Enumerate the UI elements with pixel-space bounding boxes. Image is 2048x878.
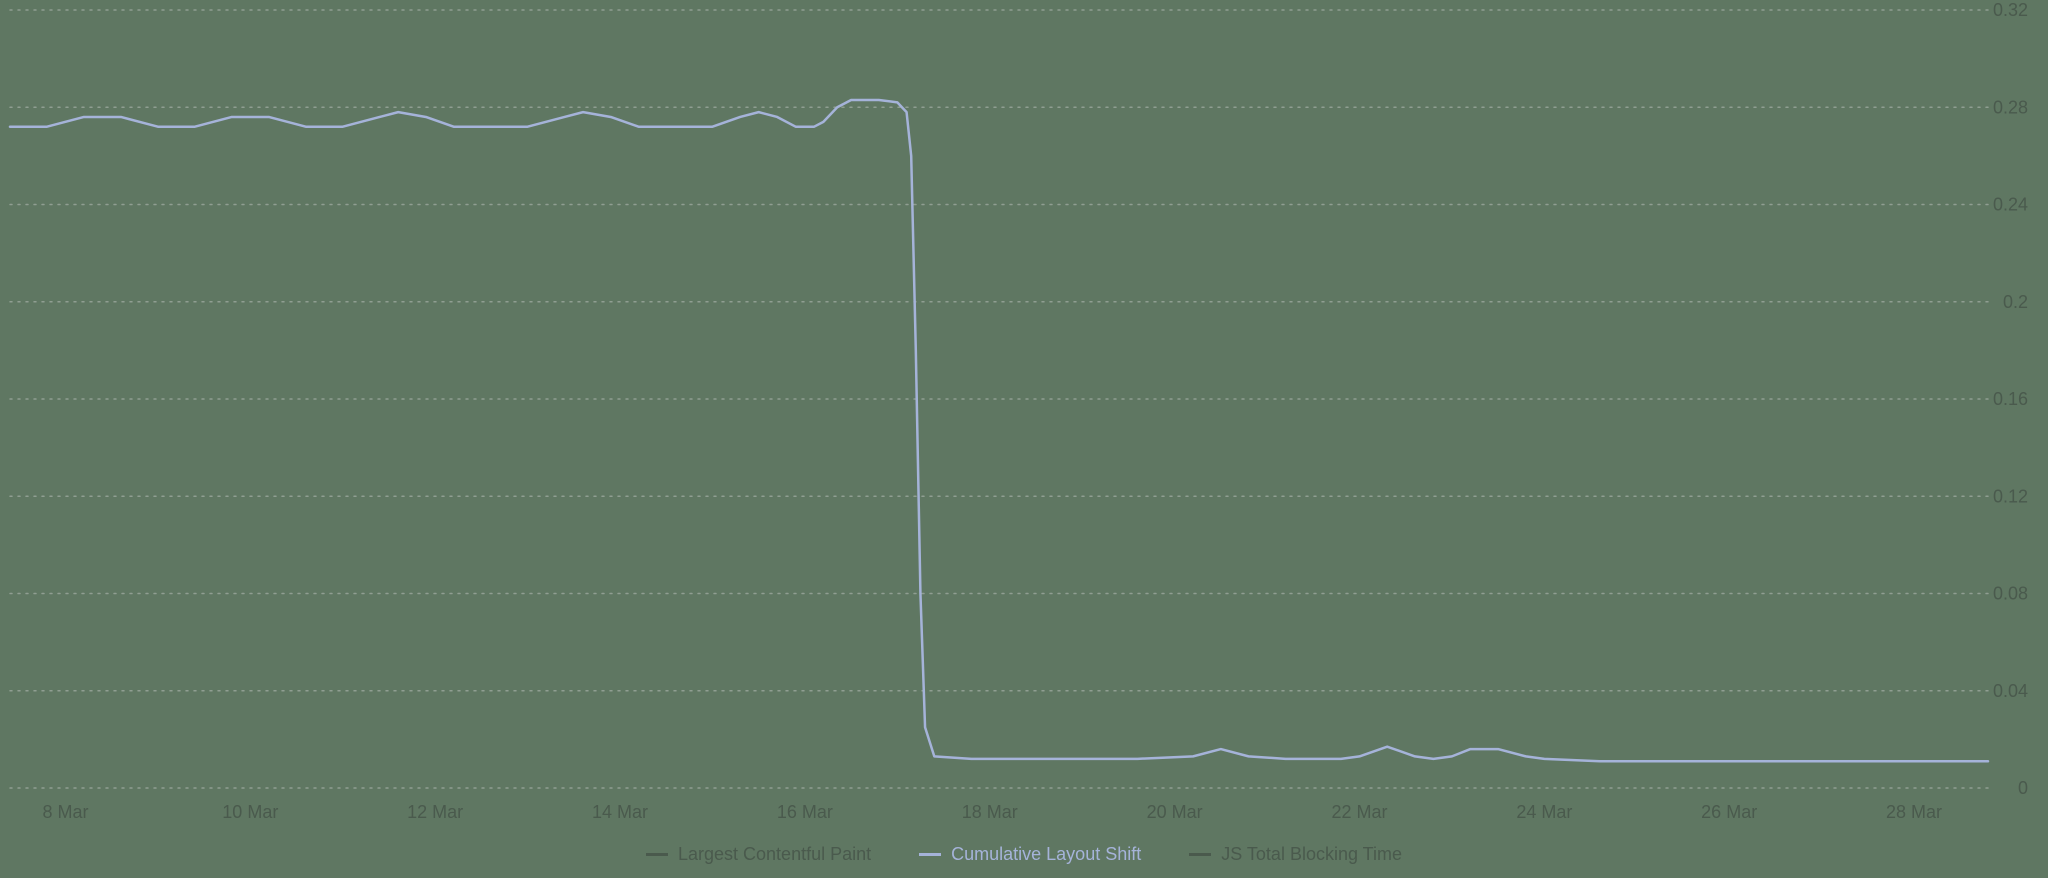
x-tick-label: 22 Mar bbox=[1331, 802, 1387, 822]
legend-item[interactable]: Cumulative Layout Shift bbox=[919, 844, 1141, 865]
legend-item[interactable]: JS Total Blocking Time bbox=[1189, 844, 1402, 865]
legend-swatch bbox=[646, 853, 668, 856]
x-tick-label: 14 Mar bbox=[592, 802, 648, 822]
chart-legend: Largest Contentful Paint Cumulative Layou… bbox=[0, 844, 2048, 865]
y-tick-label: 0.24 bbox=[1993, 195, 2028, 215]
y-tick-label: 0.28 bbox=[1993, 97, 2028, 117]
legend-label: JS Total Blocking Time bbox=[1221, 844, 1402, 865]
x-tick-label: 10 Mar bbox=[222, 802, 278, 822]
legend-item[interactable]: Largest Contentful Paint bbox=[646, 844, 871, 865]
y-tick-label: 0.32 bbox=[1993, 0, 2028, 20]
x-tick-label: 18 Mar bbox=[962, 802, 1018, 822]
legend-swatch bbox=[919, 853, 941, 856]
x-tick-label: 16 Mar bbox=[777, 802, 833, 822]
y-tick-label: 0.04 bbox=[1993, 681, 2028, 701]
chart-svg: 0 0.04 0.08 0.12 0.16 0.2 0.24 0.28 0.32 8 Mar 10 … bbox=[0, 0, 2048, 878]
y-tick-label: 0.16 bbox=[1993, 389, 2028, 409]
x-tick-label: 26 Mar bbox=[1701, 802, 1757, 822]
x-tick-label: 20 Mar bbox=[1147, 802, 1203, 822]
y-tick-label: 0.12 bbox=[1993, 486, 2028, 506]
legend-label: Largest Contentful Paint bbox=[678, 844, 871, 865]
line-chart: 0 0.04 0.08 0.12 0.16 0.2 0.24 0.28 0.32 8 Mar 10 … bbox=[0, 0, 2048, 878]
y-tick-label: 0 bbox=[2018, 778, 2028, 798]
x-tick-label: 28 Mar bbox=[1886, 802, 1942, 822]
x-tick-label: 24 Mar bbox=[1516, 802, 1572, 822]
y-tick-label: 0.2 bbox=[2003, 292, 2028, 312]
x-tick-label: 8 Mar bbox=[42, 802, 88, 822]
legend-swatch bbox=[1189, 853, 1211, 856]
legend-label: Cumulative Layout Shift bbox=[951, 844, 1141, 865]
x-tick-label: 12 Mar bbox=[407, 802, 463, 822]
y-tick-label: 0.08 bbox=[1993, 584, 2028, 604]
